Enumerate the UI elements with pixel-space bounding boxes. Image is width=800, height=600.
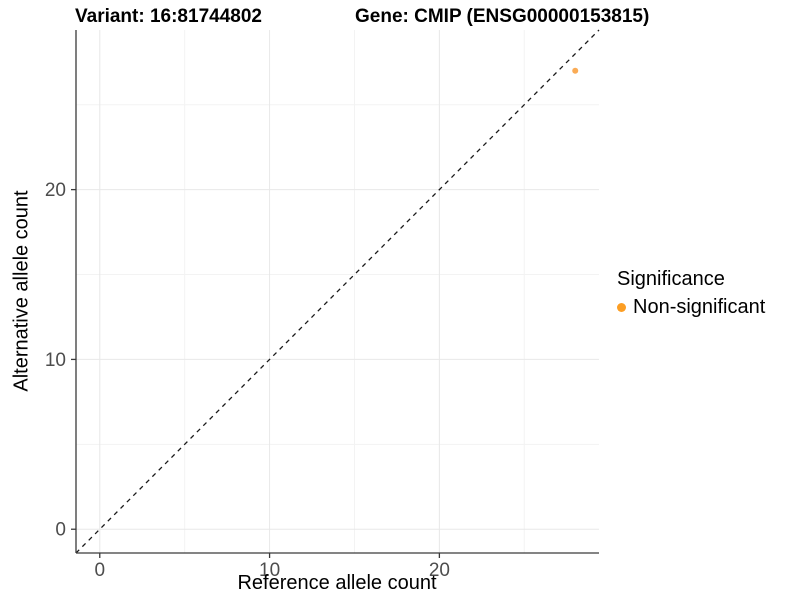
y-axis-title: Alternative allele count bbox=[10, 190, 33, 392]
y-tick-label: 10 bbox=[45, 350, 66, 371]
x-tick-label: 20 bbox=[429, 560, 450, 581]
legend-item-label: Non-significant bbox=[633, 296, 766, 318]
variant-title: Variant: 16:81744802 bbox=[75, 6, 262, 27]
orange-dot-icon bbox=[617, 303, 626, 312]
x-tick-label: 0 bbox=[94, 560, 105, 581]
y-tick-label: 0 bbox=[55, 520, 66, 541]
data-point[interactable] bbox=[572, 67, 579, 74]
legend-item-non-significant: Non-significant bbox=[617, 296, 765, 319]
x-axis-title: Reference allele count bbox=[237, 572, 437, 594]
gene-title: Gene: CMIP (ENSG00000153815) bbox=[355, 6, 650, 27]
y-tick-label: 20 bbox=[45, 180, 66, 201]
identity-line bbox=[75, 29, 600, 554]
legend: Significance Non-significant bbox=[617, 268, 765, 319]
legend-title: Significance bbox=[617, 268, 725, 290]
x-tick-label: 10 bbox=[259, 560, 280, 581]
